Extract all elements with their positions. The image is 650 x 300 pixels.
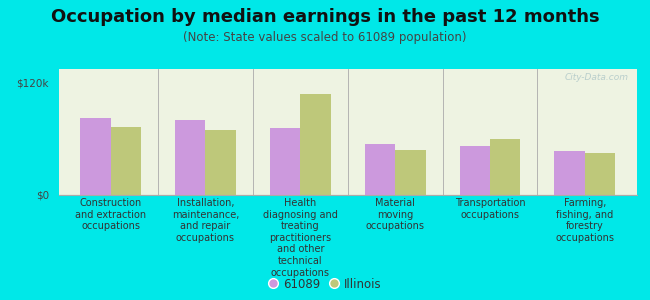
Bar — [205, 130, 236, 195]
Text: Construction
and extraction
occupations: Construction and extraction occupations — [75, 198, 146, 231]
Text: Installation,
maintenance,
and repair
occupations: Installation, maintenance, and repair oc… — [172, 198, 239, 243]
Bar — [81, 118, 110, 195]
Bar — [111, 127, 141, 195]
Bar — [365, 144, 395, 195]
Bar — [554, 151, 585, 195]
Bar — [490, 139, 521, 195]
Bar — [585, 153, 615, 195]
Bar — [300, 94, 331, 195]
Text: Occupation by median earnings in the past 12 months: Occupation by median earnings in the pas… — [51, 8, 599, 26]
Bar — [460, 146, 490, 195]
Bar — [175, 120, 205, 195]
Text: (Note: State values scaled to 61089 population): (Note: State values scaled to 61089 popu… — [183, 32, 467, 44]
Text: Transportation
occupations: Transportation occupations — [455, 198, 525, 220]
Bar — [395, 150, 426, 195]
Text: Farming,
fishing, and
forestry
occupations: Farming, fishing, and forestry occupatio… — [555, 198, 614, 243]
Text: Material
moving
occupations: Material moving occupations — [366, 198, 424, 231]
Legend: 61089, Illinois: 61089, Illinois — [265, 274, 385, 294]
Text: Health
diagnosing and
treating
practitioners
and other
technical
occupations: Health diagnosing and treating practitio… — [263, 198, 338, 278]
Text: City-Data.com: City-Data.com — [564, 73, 629, 82]
Bar — [270, 128, 300, 195]
